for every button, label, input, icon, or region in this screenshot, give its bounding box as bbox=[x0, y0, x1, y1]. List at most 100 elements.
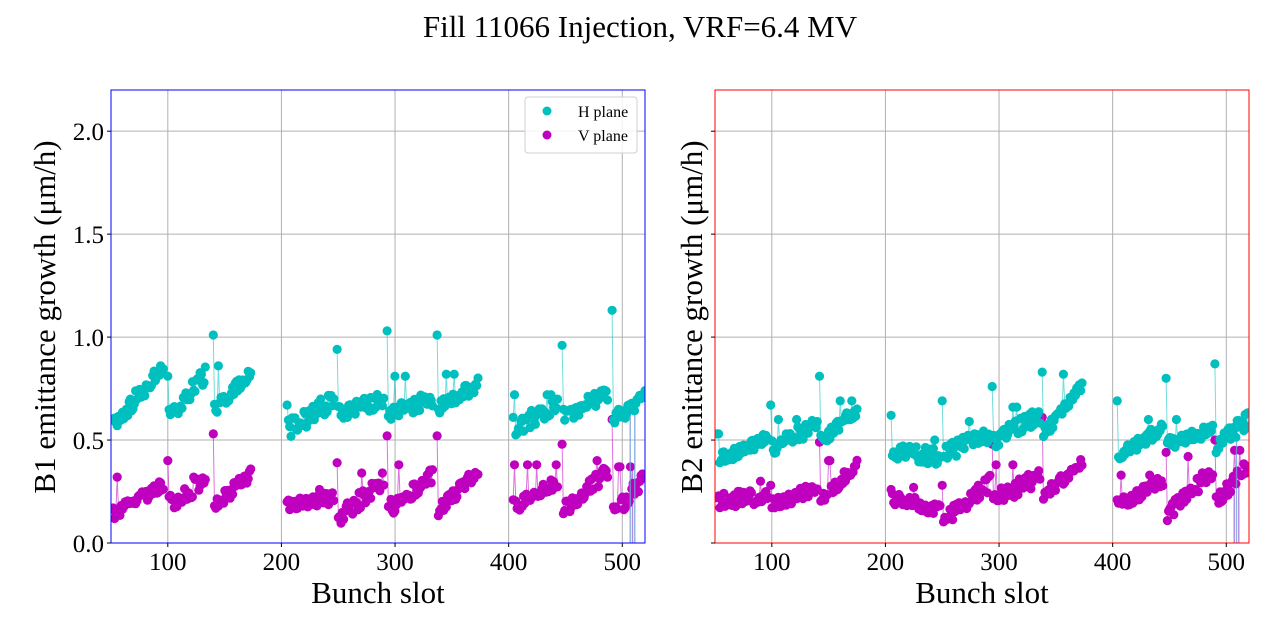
panel-b1-h-point bbox=[158, 364, 168, 374]
panel-b1-v-point bbox=[432, 431, 442, 441]
panel-b1-h-point bbox=[390, 371, 400, 381]
panel-b1-h-point bbox=[449, 369, 459, 379]
panel-b1-v-point bbox=[441, 502, 451, 512]
panel-b1-data bbox=[111, 305, 645, 543]
panel-b1-v-point bbox=[426, 478, 436, 488]
legend-marker-h-plane bbox=[542, 106, 552, 116]
panel-b1-h-point bbox=[377, 401, 387, 411]
panel-b1-v-point bbox=[509, 460, 520, 470]
panel-b2-xtick-label-400: 400 bbox=[1094, 549, 1132, 576]
panel-b1: B1 emittance growth (μm/h) Bunch slot 10… bbox=[27, 89, 646, 610]
panel-b1-v-point bbox=[158, 484, 168, 494]
panel-b1-v-point bbox=[187, 492, 197, 502]
panel-b1-h-point bbox=[610, 418, 620, 428]
panel-b2-v-point bbox=[755, 476, 766, 486]
panel-b1-v-point bbox=[615, 462, 625, 472]
panel-b2-h-point bbox=[1034, 407, 1044, 417]
panel-b2-v-point bbox=[985, 470, 995, 480]
panel-b1-h-point bbox=[640, 386, 645, 396]
panel-b1-h-point bbox=[557, 340, 567, 350]
panel-b2-h-point bbox=[851, 411, 861, 421]
panel-b1-h-point bbox=[546, 390, 556, 400]
figure-title: Fill 11066 Injection, VRF=6.4 MV bbox=[423, 9, 858, 44]
panel-b1-v-point bbox=[452, 492, 462, 502]
panel-b1-v-point bbox=[327, 488, 337, 498]
panel-b2-v-point bbox=[1116, 470, 1126, 480]
panel-b2-xtick-label-300: 300 bbox=[980, 549, 1018, 576]
panel-b2-h-point bbox=[1231, 432, 1241, 442]
panel-b1-h-point bbox=[386, 414, 396, 424]
panel-b2-h-point bbox=[1171, 414, 1181, 425]
panel-b1-h-point bbox=[601, 386, 611, 396]
panel-b1-h-point bbox=[208, 330, 218, 340]
panel-b2-h-point bbox=[852, 404, 862, 414]
panel-b2-v-point bbox=[1013, 490, 1023, 500]
panel-b2-v-point bbox=[719, 488, 729, 498]
panel-b2-v-point bbox=[991, 460, 1001, 470]
panel-b1-h-point bbox=[246, 368, 256, 378]
panel-b2-v-point bbox=[1162, 516, 1172, 526]
panel-b2-v-point bbox=[1183, 451, 1193, 462]
panel-b1-h-point bbox=[190, 386, 200, 396]
panel-b2-xlabel: Bunch slot bbox=[915, 575, 1049, 610]
panel-b2-h-point bbox=[835, 396, 845, 406]
panel-b1-v-point bbox=[551, 460, 561, 470]
panel-b2-data bbox=[715, 359, 1249, 543]
panel-b2-xtick-label-100: 100 bbox=[753, 549, 791, 576]
panel-b2: B2 emittance growth (μm/h) Bunch slot 10… bbox=[674, 89, 1250, 610]
panel-b2-h-point bbox=[1077, 378, 1087, 388]
panel-b1-v-point bbox=[552, 482, 563, 492]
panel-b2-h-point bbox=[951, 451, 962, 461]
panel-b2-v-point bbox=[1158, 481, 1168, 491]
panel-b1-frame bbox=[110, 89, 646, 544]
panel-b2-ylabel: B2 emittance growth (μm/h) bbox=[674, 140, 709, 493]
legend-label-v-plane: V plane bbox=[578, 128, 628, 145]
panel-b1-h-point bbox=[382, 326, 392, 336]
panel-b1-h-point bbox=[200, 362, 210, 372]
panel-b2-h-point bbox=[964, 416, 974, 427]
panel-b2-xtick-label-500: 500 bbox=[1208, 549, 1246, 576]
panel-b1-ytick-label-3: 1.5 bbox=[73, 222, 104, 249]
panel-b2-h-point bbox=[928, 444, 939, 454]
panel-b2-v-point bbox=[1035, 474, 1045, 484]
panel-b2-v-point bbox=[948, 515, 958, 525]
panel-b1-h-point bbox=[552, 394, 563, 404]
panel-b2-h-point bbox=[937, 396, 947, 406]
panel-b2-v-point bbox=[1008, 460, 1018, 470]
panel-b2-h-point bbox=[767, 436, 777, 446]
legend-box bbox=[524, 96, 638, 154]
panel-b1-h-point bbox=[282, 400, 292, 410]
panel-b2-v-point bbox=[982, 488, 993, 498]
panel-b1-h-point bbox=[322, 407, 332, 417]
panel-b1-v-point bbox=[377, 468, 387, 478]
panel-b2-h-point bbox=[834, 425, 844, 435]
panel-b1-h-point bbox=[379, 393, 389, 403]
panel-b2-v-point bbox=[1034, 466, 1044, 476]
panel-b2-v-point bbox=[1161, 447, 1171, 457]
panel-b1-h-point bbox=[332, 344, 342, 354]
panel-b1-v-point bbox=[593, 482, 604, 492]
panel-b1-h-point bbox=[316, 394, 326, 404]
panel-b1-h-point bbox=[163, 371, 173, 381]
panel-b1-v-point bbox=[532, 460, 542, 470]
panel-b1-v-point bbox=[602, 472, 613, 482]
panel-b1-v-point bbox=[339, 514, 349, 525]
panel-b2-h-point bbox=[792, 414, 802, 425]
panel-b2-h-point bbox=[959, 444, 969, 454]
panel-b2-h-point bbox=[715, 429, 724, 439]
panel-b2-v-point bbox=[766, 480, 776, 490]
panel-b1-v-point bbox=[208, 429, 218, 439]
panel-b1-v-point bbox=[112, 472, 122, 482]
panel-b2-h-point bbox=[766, 400, 776, 410]
legend-marker-v-plane bbox=[542, 130, 552, 140]
panel-b2-v-point bbox=[746, 488, 757, 498]
panel-b2-h-point bbox=[847, 396, 857, 406]
panel-b1-xtick-label-200: 200 bbox=[263, 549, 301, 576]
panel-b1-ytick-label-0: 0.0 bbox=[73, 531, 104, 558]
panel-b1-h-point bbox=[508, 412, 518, 422]
panel-b1-xtick-label-100: 100 bbox=[149, 549, 187, 576]
panel-b1-v-point bbox=[473, 469, 483, 479]
panel-b1-h-point bbox=[472, 381, 482, 391]
panel-b2-h-point bbox=[1143, 414, 1153, 425]
panel-b1-h-point bbox=[199, 378, 209, 388]
